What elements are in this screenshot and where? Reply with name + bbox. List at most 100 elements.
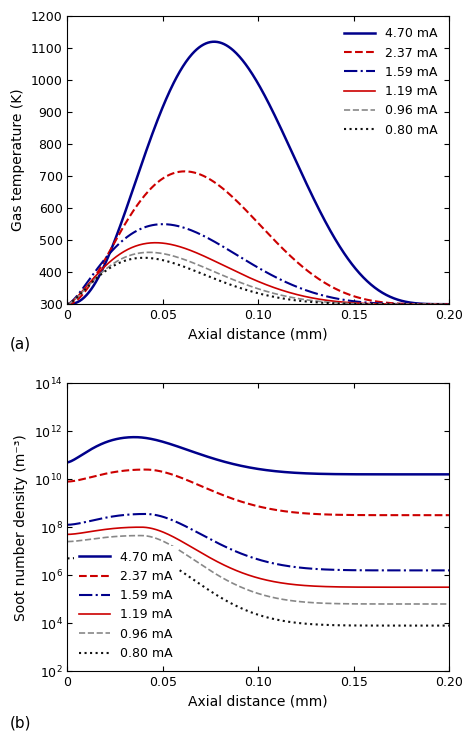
0.80 mA <box>292 296 298 305</box>
2.37 mA <box>272 505 277 514</box>
1.19 mA <box>64 530 70 539</box>
0.80 mA <box>64 554 70 563</box>
1.19 mA <box>246 273 252 282</box>
1.59 mA <box>249 260 255 269</box>
1.19 mA <box>249 571 255 580</box>
1.59 mA <box>438 566 443 575</box>
0.96 mA <box>378 300 384 309</box>
1.19 mA <box>153 238 158 247</box>
Text: (a): (a) <box>9 337 31 352</box>
1.59 mA <box>446 566 451 575</box>
0.96 mA <box>292 597 298 605</box>
1.19 mA <box>438 582 443 591</box>
2.37 mA <box>292 508 298 517</box>
1.19 mA <box>272 577 277 586</box>
1.59 mA <box>438 300 443 309</box>
1.19 mA <box>378 582 384 591</box>
Legend: 4.70 mA, 2.37 mA, 1.59 mA, 1.19 mA, 0.96 mA, 0.80 mA: 4.70 mA, 2.37 mA, 1.59 mA, 1.19 mA, 0.96… <box>339 22 443 142</box>
0.96 mA <box>292 294 298 303</box>
Legend: 4.70 mA, 2.37 mA, 1.59 mA, 1.19 mA, 0.96 mA, 0.80 mA: 4.70 mA, 2.37 mA, 1.59 mA, 1.19 mA, 0.96… <box>73 545 178 665</box>
4.70 mA <box>64 300 70 309</box>
0.80 mA <box>378 300 384 309</box>
0.80 mA <box>141 253 147 262</box>
2.37 mA <box>378 510 384 519</box>
4.70 mA <box>249 69 255 78</box>
2.37 mA <box>64 300 70 309</box>
1.59 mA <box>446 566 452 575</box>
2.37 mA <box>272 236 277 245</box>
0.96 mA <box>438 300 443 309</box>
2.37 mA <box>64 477 70 486</box>
Line: 4.70 mA: 4.70 mA <box>67 437 449 474</box>
1.59 mA <box>246 552 252 561</box>
2.37 mA <box>446 300 452 309</box>
0.80 mA <box>246 607 252 616</box>
1.59 mA <box>272 559 277 568</box>
0.96 mA <box>446 600 451 608</box>
4.70 mA <box>438 300 443 309</box>
1.59 mA <box>64 300 70 309</box>
4.70 mA <box>64 458 70 467</box>
Line: 0.96 mA: 0.96 mA <box>67 252 449 304</box>
4.70 mA <box>211 37 217 46</box>
0.96 mA <box>246 281 252 290</box>
2.37 mA <box>246 499 252 508</box>
0.96 mA <box>446 300 452 309</box>
4.70 mA <box>446 470 452 479</box>
1.59 mA <box>249 553 255 562</box>
4.70 mA <box>132 433 137 441</box>
0.80 mA <box>438 300 443 309</box>
1.59 mA <box>446 300 452 309</box>
2.37 mA <box>292 256 298 265</box>
4.70 mA <box>378 287 384 296</box>
0.96 mA <box>64 300 70 309</box>
2.37 mA <box>249 500 255 509</box>
1.19 mA <box>446 300 452 309</box>
2.37 mA <box>438 300 443 309</box>
0.80 mA <box>292 618 298 627</box>
Line: 2.37 mA: 2.37 mA <box>67 171 449 304</box>
1.19 mA <box>138 522 144 531</box>
4.70 mA <box>292 155 298 164</box>
0.96 mA <box>249 282 255 291</box>
0.96 mA <box>64 537 70 546</box>
Line: 4.70 mA: 4.70 mA <box>67 42 449 304</box>
2.37 mA <box>378 298 384 306</box>
1.59 mA <box>292 562 298 571</box>
0.80 mA <box>446 300 452 309</box>
1.59 mA <box>378 299 384 308</box>
X-axis label: Axial distance (mm): Axial distance (mm) <box>188 328 328 341</box>
4.70 mA <box>246 65 252 74</box>
Line: 0.96 mA: 0.96 mA <box>67 536 449 604</box>
0.80 mA <box>378 621 384 630</box>
0.96 mA <box>378 600 384 608</box>
0.80 mA <box>438 621 443 630</box>
2.37 mA <box>246 209 252 218</box>
4.70 mA <box>378 470 384 479</box>
1.59 mA <box>292 282 298 291</box>
Line: 1.59 mA: 1.59 mA <box>67 224 449 304</box>
2.37 mA <box>446 510 452 519</box>
4.70 mA <box>446 470 451 479</box>
2.37 mA <box>249 211 255 220</box>
Line: 2.37 mA: 2.37 mA <box>67 470 449 515</box>
4.70 mA <box>292 468 298 477</box>
0.96 mA <box>272 594 277 603</box>
1.19 mA <box>292 289 298 298</box>
1.59 mA <box>272 272 277 281</box>
0.96 mA <box>246 586 252 595</box>
4.70 mA <box>249 464 255 473</box>
0.80 mA <box>249 287 255 296</box>
2.37 mA <box>438 510 443 519</box>
Y-axis label: Soot number density (m⁻³): Soot number density (m⁻³) <box>14 434 28 620</box>
1.59 mA <box>378 566 384 575</box>
0.80 mA <box>272 292 277 301</box>
1.19 mA <box>249 275 255 283</box>
0.96 mA <box>438 600 443 608</box>
1.59 mA <box>246 258 252 267</box>
1.59 mA <box>143 510 148 519</box>
Line: 1.19 mA: 1.19 mA <box>67 243 449 304</box>
4.70 mA <box>272 111 277 119</box>
Text: (b): (b) <box>9 715 31 730</box>
Line: 0.80 mA: 0.80 mA <box>67 555 449 626</box>
